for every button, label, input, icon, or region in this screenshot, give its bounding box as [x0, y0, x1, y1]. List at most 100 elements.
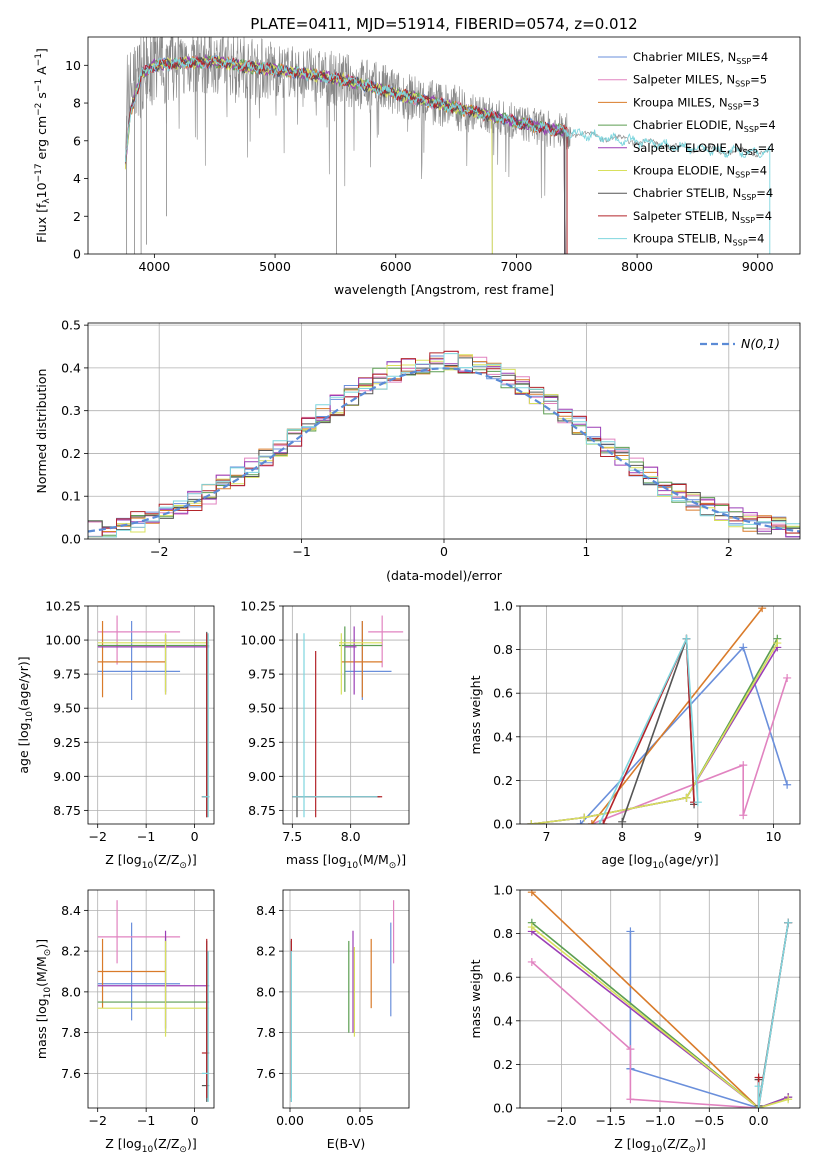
weight-line-chabrier-stelib — [621, 638, 695, 823]
y-tick-label: 8.2 — [256, 944, 276, 959]
weight-marker-chabrier-miles — [576, 820, 585, 824]
weight-marker-salpeter-stelib — [599, 820, 608, 824]
y-tick-label: 8.4 — [256, 903, 276, 918]
y-tick-label: 6 — [73, 133, 81, 148]
x-tick-label: 6000 — [380, 259, 412, 274]
plot-area — [97, 615, 210, 818]
x-tick-label: 5000 — [259, 259, 291, 274]
plot-area — [527, 606, 792, 824]
legend-label-salpeter-elodie: Salpeter ELODIE, NSSP=4 — [633, 141, 775, 157]
y-tick-label: 1.0 — [493, 599, 513, 614]
x-tick-label: −1 — [137, 1113, 155, 1128]
y-tick-label: 10.00 — [45, 633, 81, 648]
figure-title: PLATE=0411, MJD=51914, FIBERID=0574, z=0… — [250, 15, 637, 33]
grid — [88, 890, 214, 1108]
weight-marker-salpeter-miles — [626, 1045, 635, 1054]
x-axis-label: (data-model)/error — [386, 568, 503, 583]
y-tick-label: 10 — [65, 58, 81, 73]
y-axis-label: Flux [fλ10−17 erg cm−2 s−1 A−1] — [34, 48, 52, 243]
y-tick-label: 1.0 — [493, 883, 513, 898]
legend-label-salpeter-miles: Salpeter MILES, NSSP=5 — [633, 73, 767, 89]
x-axis-label: Z [log10(Z/Z⊙)] — [614, 1136, 705, 1155]
y-tick-label: 9.75 — [248, 667, 276, 682]
x-tick-label: −0.5 — [694, 1113, 724, 1128]
weight-marker-kroupa-elodie — [773, 639, 782, 648]
weight-marker-kroupa-elodie — [682, 793, 691, 802]
x-tick-label: 10 — [766, 829, 782, 844]
plot-area — [290, 900, 395, 1102]
weight-marker-kroupa-stelib — [693, 798, 702, 807]
axes-frame — [87, 889, 215, 1109]
y-tick-label: 0.2 — [61, 446, 81, 461]
weight-marker-salpeter-miles — [739, 811, 748, 820]
axes-frame — [519, 605, 801, 825]
y-tick-label: 10.25 — [240, 599, 276, 614]
y-tick-label: 9.50 — [248, 701, 276, 716]
weight-line-kroupa-elodie — [531, 642, 778, 824]
axes-mass_vs_Z: −2 −1 0 7.6 7.8 8.0 8.2 8.4 — [61, 889, 215, 1128]
legend-label-chabrier-miles: Chabrier MILES, NSSP=4 — [633, 50, 768, 66]
axes-frame — [282, 605, 410, 825]
x-axis-label: mass [log10(M/M⊙)] — [286, 852, 406, 871]
y-tick-label: 10.25 — [45, 599, 81, 614]
weight-line-salpeter-stelib — [602, 638, 695, 824]
y-axis-label: mass weight — [468, 959, 483, 1038]
y-tick-label: 8.0 — [256, 984, 276, 999]
model-line-kroupa-stelib — [124, 55, 771, 254]
axes-age_vs_mass: 7.5 8.0 8.75 9.00 9.25 9.50 9.75 10.00 10.25 — [240, 599, 410, 844]
legend-label-kroupa-stelib: Kroupa STELIB, NSSP=4 — [633, 232, 764, 248]
x-tick-label: 1 — [582, 544, 590, 559]
weight-line-salpeter-miles — [531, 961, 759, 1108]
y-tick-label: 0.0 — [61, 532, 81, 547]
weight-marker-salpeter-miles — [739, 761, 748, 770]
y-tick-label: 9.75 — [53, 667, 81, 682]
legend-label-kroupa-miles: Kroupa MILES, NSSP=3 — [633, 95, 759, 111]
x-tick-label: −1.5 — [596, 1113, 626, 1128]
y-tick-label: 0.0 — [493, 817, 513, 832]
axes-frame — [87, 605, 215, 825]
grid — [283, 605, 409, 824]
x-tick-label: 0.00 — [276, 1113, 304, 1128]
weight-marker-kroupa-miles — [527, 890, 536, 897]
x-tick-label: −1.0 — [645, 1113, 675, 1128]
y-axis-label: age [log10(age/yr)] — [16, 656, 35, 773]
y-tick-label: 0.6 — [493, 970, 513, 985]
weight-marker-kroupa-stelib — [754, 1082, 763, 1091]
y-tick-label: 0.3 — [61, 403, 81, 418]
axes-spectrum: 4000 5000 6000 7000 8000 9000 0 2 4 6 8 10 — [65, 36, 801, 274]
x-axis-label: Z [log10(Z/Z⊙)] — [105, 1136, 196, 1155]
y-tick-label: 8 — [73, 96, 81, 111]
weight-marker-kroupa-miles — [758, 606, 767, 613]
weight-marker-kroupa-stelib — [754, 1104, 763, 1108]
y-tick-label: 0.5 — [61, 318, 81, 333]
legend-label-chabrier-stelib: Chabrier STELIB, NSSP=4 — [633, 186, 773, 202]
plot-area — [88, 350, 800, 538]
x-tick-label: 0.0 — [749, 1113, 769, 1128]
axes-frame — [519, 889, 801, 1109]
weight-line-salpeter-elodie — [531, 930, 789, 1108]
axes-residual_distribution: −2 −1 0 1 2 0.0 0.1 0.2 0.3 0.4 0.5 — [61, 318, 801, 559]
x-tick-label: 0.05 — [346, 1113, 374, 1128]
plot-area — [292, 615, 404, 818]
weight-line-salpeter-elodie — [531, 646, 778, 824]
y-tick-label: 7.6 — [256, 1066, 276, 1081]
axes-frame — [87, 322, 801, 540]
weight-marker-kroupa-elodie — [527, 820, 536, 824]
weight-marker-chabrier-miles — [739, 643, 748, 652]
legend-label-salpeter-stelib: Salpeter STELIB, NSSP=4 — [633, 209, 772, 225]
weight-line-kroupa-elodie — [531, 926, 789, 1108]
weight-line-kroupa-miles — [531, 891, 760, 1108]
y-tick-label: 8.75 — [53, 803, 81, 818]
x-tick-label: 7 — [543, 829, 551, 844]
x-axis-label: wavelength [Angstrom, rest frame] — [334, 282, 554, 297]
y-tick-label: 0.4 — [493, 1013, 513, 1028]
histogram-kroupa-stelib — [88, 353, 800, 538]
axes-age_vs_Z: −2 −1 0 8.75 9.00 9.25 9.50 9.75 10.00 10.25 — [45, 599, 215, 844]
weight-marker-salpeter-miles — [527, 957, 536, 966]
weight-marker-salpeter-miles — [783, 673, 792, 682]
x-tick-label: −2 — [88, 1113, 106, 1128]
axes-mass_vs_EBV: 0.00 0.05 7.6 7.8 8.0 8.2 8.4 — [256, 889, 410, 1128]
y-tick-label: 0.0 — [493, 1101, 513, 1116]
x-axis-label: age [log10(age/yr)] — [601, 852, 718, 871]
